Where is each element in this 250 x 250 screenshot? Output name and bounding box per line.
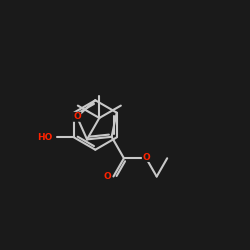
Text: O: O [73,112,81,121]
Text: O: O [103,172,111,181]
Text: O: O [142,152,150,162]
Text: HO: HO [38,133,53,142]
